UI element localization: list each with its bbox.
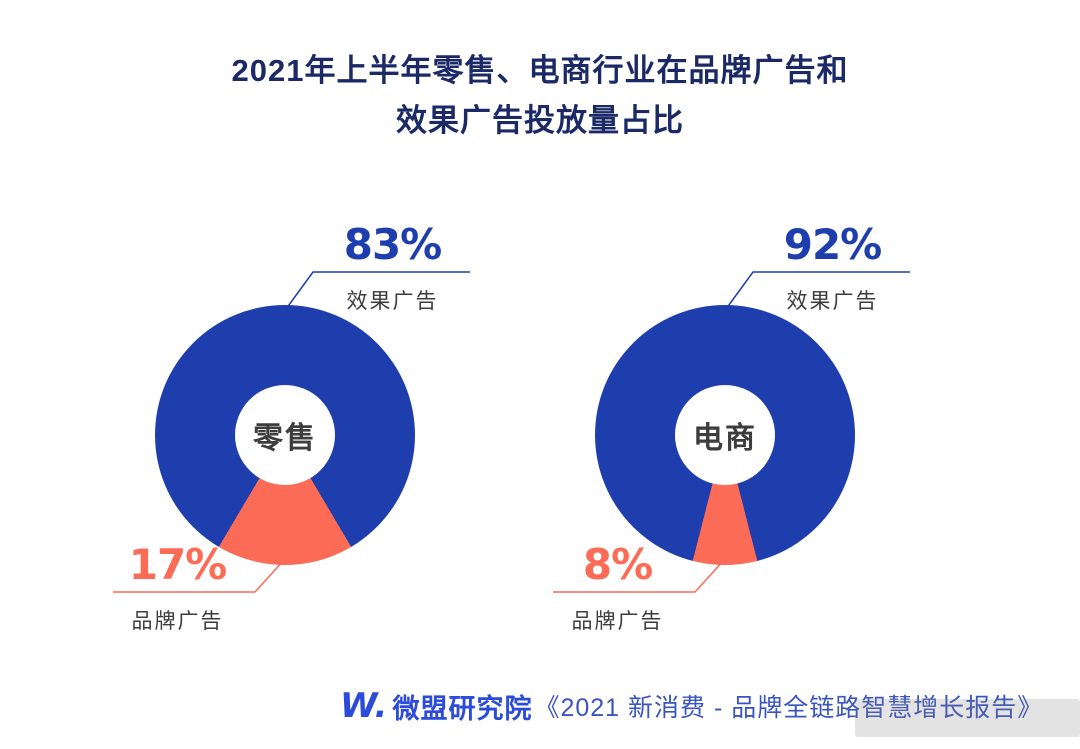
callout-brand-ads: 17% 品牌广告 <box>90 540 265 635</box>
donut-chart-ecommerce: 92% 效果广告 电商 8% 品牌广告 <box>495 215 955 685</box>
callout-effect-ads: 83% 效果广告 <box>305 220 480 315</box>
percent-value-effect: 92% <box>783 220 883 269</box>
donut-ring: 零售 <box>155 305 415 565</box>
percent-value-effect: 83% <box>343 220 443 269</box>
donut-hole: 电商 <box>675 385 775 485</box>
donut-hole: 零售 <box>235 385 335 485</box>
percent-value-brand: 17% <box>128 540 228 589</box>
slice-label-effect: 效果广告 <box>346 290 439 314</box>
slice-label-brand: 品牌广告 <box>131 610 224 634</box>
donut-ring: 电商 <box>595 305 855 565</box>
slice-label-brand: 品牌广告 <box>571 610 664 634</box>
chart-title-line1: 2021年上半年零售、电商行业在品牌广告和 <box>231 53 849 88</box>
slice-label-effect: 效果广告 <box>786 290 879 314</box>
brand-name: 微盟研究院 <box>392 693 533 724</box>
report-source: 《2021 新消费 - 品牌全链路智慧增长报告》 <box>534 694 1044 722</box>
chart-title: 2021年上半年零售、电商行业在品牌广告和 效果广告投放量占比 <box>0 46 1080 145</box>
donut-chart-retail: 83% 效果广告 零售 17% 品牌广告 <box>55 215 515 685</box>
chart-title-line2: 效果广告投放量占比 <box>396 102 684 138</box>
callout-effect-ads: 92% 效果广告 <box>745 220 920 315</box>
donut-center-label: 电商 <box>693 422 757 455</box>
donut-center-label: 零售 <box>253 422 317 455</box>
callout-brand-ads: 8% 品牌广告 <box>530 540 705 635</box>
percent-value-brand: 8% <box>582 540 653 589</box>
weimob-logo-icon: W. <box>340 686 388 726</box>
watermark-overlay <box>855 699 1080 737</box>
footer-attribution: W. 微盟研究院 《2021 新消费 - 品牌全链路智慧增长报告》 <box>340 686 1043 726</box>
